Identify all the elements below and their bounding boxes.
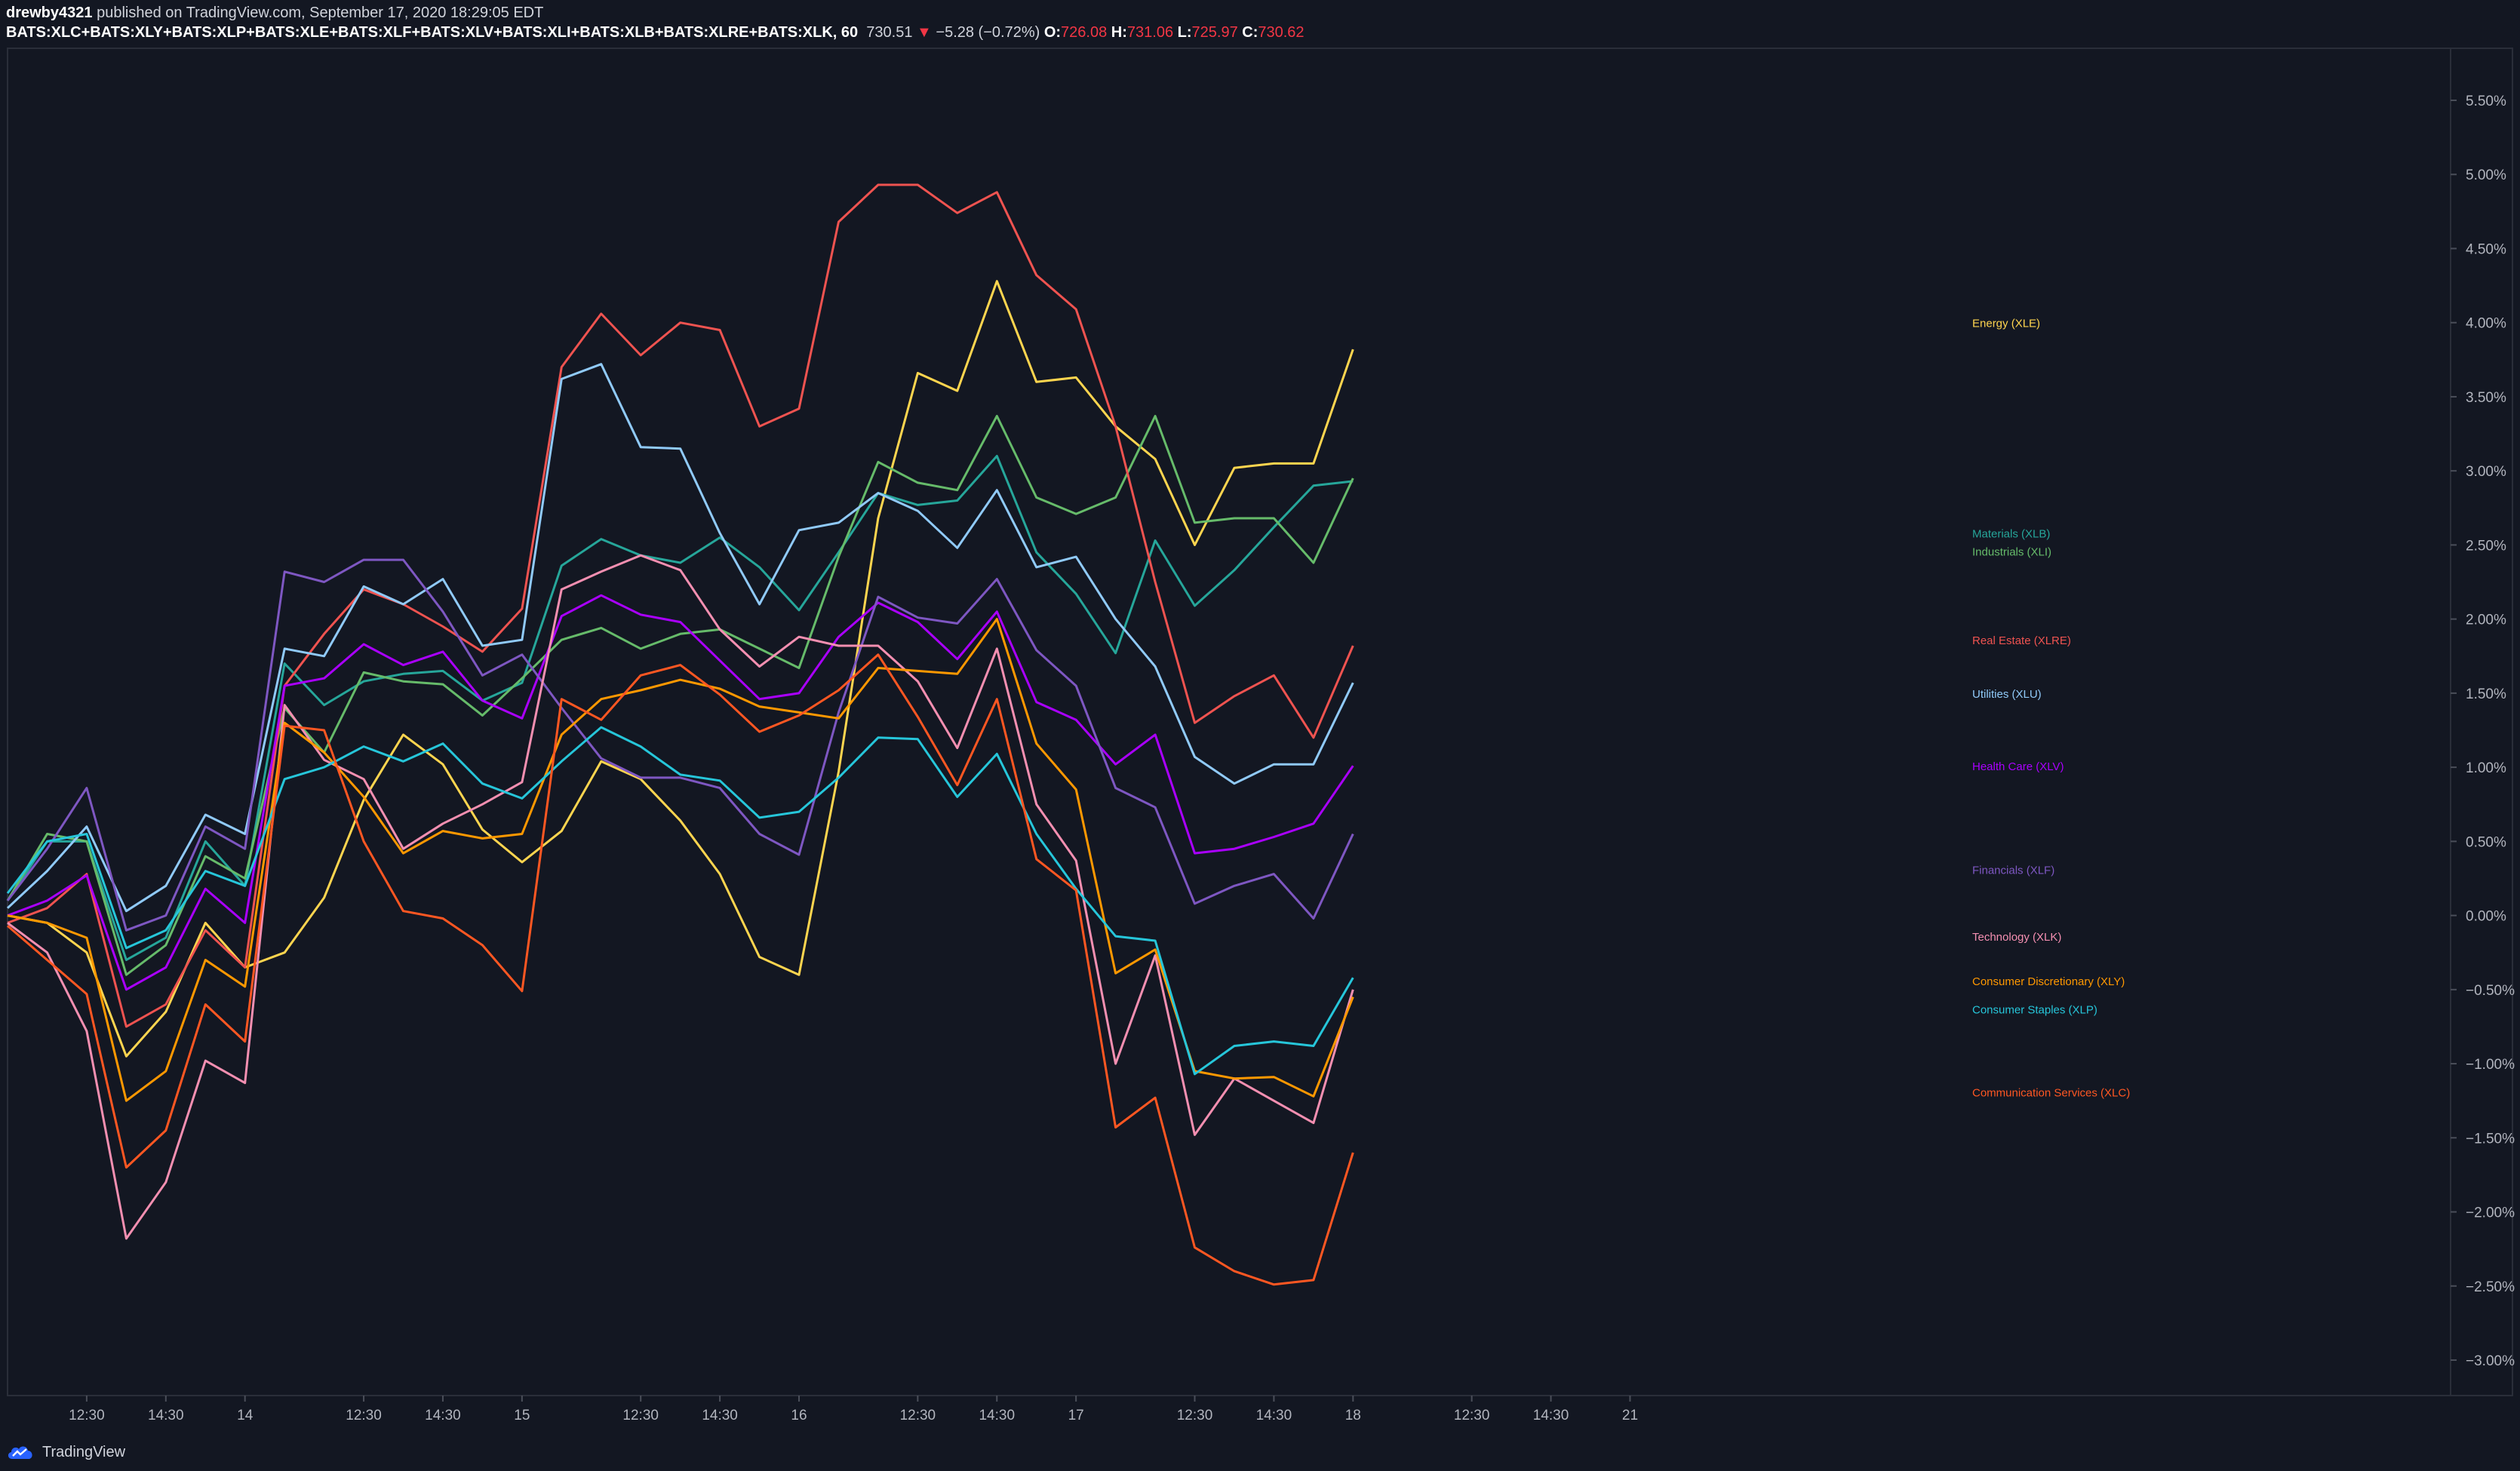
series-label: Consumer Staples (XLP): [1972, 1003, 2097, 1016]
symbol-name[interactable]: BATS:XLC+BATS:XLY+BATS:XLP+BATS:XLE+BATS…: [6, 24, 859, 41]
x-tick-label: 12:30: [1454, 1408, 1490, 1423]
y-tick-label: 5.50%: [2466, 94, 2506, 109]
x-axis-ticks: 12:30 14:30 14 12:30 14:30 15 12:30 14:30 16 12:3…: [69, 1396, 1638, 1423]
last-price: 730.51: [866, 24, 913, 41]
close-label: C:: [1242, 24, 1258, 41]
series-label: Financials (XLF): [1972, 864, 2054, 877]
y-tick-label: 3.50%: [2466, 390, 2506, 406]
series-lines: [6, 183, 1354, 1286]
y-tick-label: −2.50%: [2466, 1279, 2515, 1295]
change-arrow-icon: ▼: [917, 24, 932, 41]
price-change: −5.28 (−0.72%): [936, 24, 1040, 41]
y-tick-label: −2.00%: [2466, 1205, 2515, 1221]
y-axis-ticks: 5.50% 5.00% 4.50% 4.00% 3.50% 3.00% 2.50% 2.00%…: [2451, 94, 2515, 1369]
series-label: Materials (XLB): [1972, 528, 2050, 541]
y-tick-label: 3.00%: [2466, 464, 2506, 480]
y-tick-label: 5.00%: [2466, 167, 2506, 183]
author-name[interactable]: drewby4321: [6, 5, 93, 21]
close-value: 730.62: [1258, 24, 1305, 41]
series-label: Real Estate (XLRE): [1972, 634, 2071, 647]
x-tick-label: 14:30: [148, 1408, 184, 1423]
published-text: published on TradingView.com, September …: [97, 5, 544, 21]
series-label: Communication Services (XLC): [1972, 1086, 2130, 1099]
x-tick-label: 17: [1068, 1408, 1084, 1423]
symbol-info: BATS:XLC+BATS:XLY+BATS:XLP+BATS:XLE+BATS…: [6, 23, 1305, 42]
series-label: Energy (XLE): [1972, 318, 2040, 330]
price-scale[interactable]: [2450, 48, 2513, 1396]
y-tick-label: −3.00%: [2466, 1353, 2515, 1369]
series-labels: Energy (XLE) Materials (XLB) Industrials (…: [1972, 318, 2130, 1100]
x-tick-label: 14: [237, 1408, 254, 1423]
high-value: 731.06: [1126, 24, 1174, 41]
x-tick-label: 12:30: [69, 1408, 105, 1423]
low-label: L:: [1177, 24, 1192, 41]
x-tick-label: 14:30: [425, 1408, 461, 1423]
y-tick-label: 2.50%: [2466, 538, 2506, 554]
tradingview-cloud-icon: [8, 1446, 32, 1459]
x-tick-label: 12:30: [622, 1408, 659, 1423]
footer: TradingView: [0, 1430, 2520, 1471]
y-tick-label: 4.00%: [2466, 316, 2506, 332]
y-tick-label: −0.50%: [2466, 983, 2515, 999]
x-tick-label: 16: [791, 1408, 807, 1423]
series-label: Technology (XLK): [1972, 931, 2061, 944]
x-tick-label: 14:30: [1256, 1408, 1292, 1423]
low-value: 725.97: [1191, 24, 1238, 41]
series-label: Utilities (XLU): [1972, 688, 2042, 701]
open-label: O:: [1043, 24, 1062, 41]
x-tick-label: 12:30: [1177, 1408, 1213, 1423]
x-tick-label: 12:30: [346, 1408, 382, 1423]
y-tick-label: 0.50%: [2466, 834, 2506, 850]
series-label: Health Care (XLV): [1972, 760, 2064, 773]
y-tick-label: 2.00%: [2466, 613, 2506, 628]
open-value: 726.08: [1061, 24, 1108, 41]
y-tick-label: 1.50%: [2466, 686, 2506, 702]
x-tick-label: 15: [514, 1408, 530, 1423]
x-tick-label: 18: [1345, 1408, 1361, 1423]
high-label: H:: [1111, 24, 1127, 41]
x-tick-label: 21: [1622, 1408, 1638, 1423]
y-tick-label: 1.00%: [2466, 760, 2506, 776]
y-tick-label: 0.00%: [2466, 909, 2506, 925]
x-tick-label: 14:30: [1533, 1408, 1569, 1423]
x-tick-label: 14:30: [702, 1408, 738, 1423]
series-label: Industrials (XLI): [1972, 545, 2051, 558]
publish-info: drewby4321 published on TradingView.com,…: [6, 3, 543, 23]
tradingview-logo[interactable]: TradingView: [6, 1441, 125, 1463]
plot-frame: [7, 48, 2451, 1396]
chart-canvas[interactable]: 5.50% 5.00% 4.50% 4.00% 3.50% 3.00% 2.50% 2.00%…: [0, 0, 2520, 1430]
tradingview-brand: TradingView: [42, 1443, 126, 1460]
y-tick-label: −1.50%: [2466, 1131, 2515, 1147]
y-tick-label: −1.00%: [2466, 1057, 2515, 1073]
y-tick-label: 4.50%: [2466, 241, 2506, 257]
x-tick-label: 12:30: [900, 1408, 936, 1423]
chart-header: drewby4321 published on TradingView.com,…: [0, 0, 2520, 48]
series-label: Consumer Discretionary (XLY): [1972, 975, 2125, 988]
x-tick-label: 14:30: [979, 1408, 1015, 1423]
